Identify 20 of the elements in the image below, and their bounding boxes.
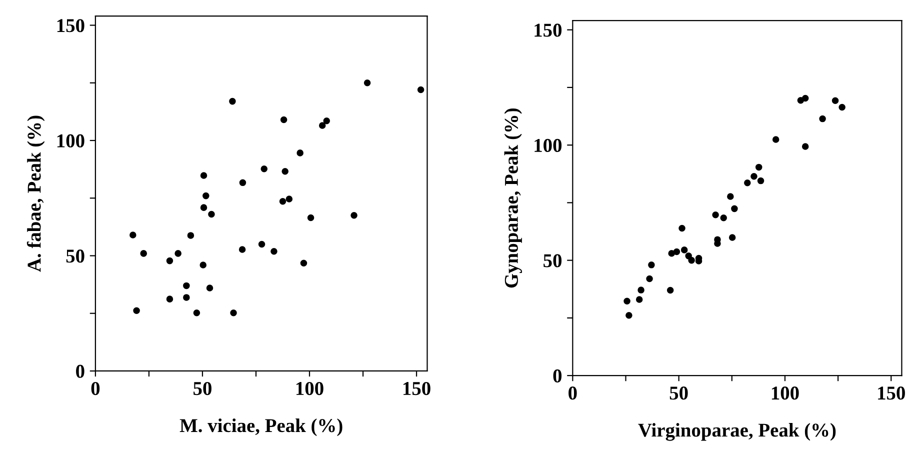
y-axis-title: A. fabae, Peak (%) — [26, 116, 45, 272]
y-tick-label: 150 — [534, 24, 562, 37]
x-tick-label: 100 — [772, 386, 799, 400]
x-tick-label: 50 — [670, 386, 688, 400]
y-tick-label: 0 — [553, 369, 562, 382]
x-tick-label: 150 — [878, 386, 905, 400]
x-tick-label: 150 — [404, 382, 430, 396]
x-tick-label: 0 — [568, 386, 577, 400]
y-axis-title: Gynoparae, Peak (%) — [504, 108, 522, 288]
y-tick-label: 150 — [57, 19, 84, 32]
x-tick-label: 100 — [296, 382, 324, 396]
x-tick-label: 0 — [91, 382, 100, 396]
y-tick-label: 100 — [534, 138, 562, 152]
y-tick-label: 0 — [76, 364, 84, 378]
x-tick-label: 50 — [194, 382, 212, 396]
x-axis-title: Virginoparae, Peak (%) — [638, 423, 836, 441]
x-axis-title: M. viciae, Peak (%) — [180, 418, 342, 436]
y-tick-label: 100 — [57, 134, 84, 148]
y-tick-label: 50 — [544, 254, 562, 268]
y-tick-label: 50 — [66, 250, 84, 263]
